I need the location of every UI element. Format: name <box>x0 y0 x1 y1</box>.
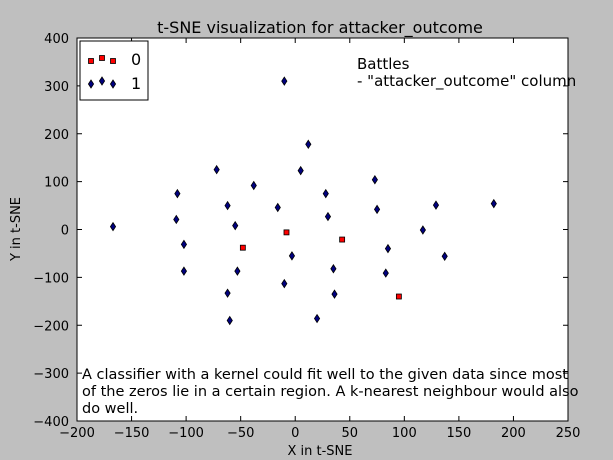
data-point-class-0 <box>395 293 402 300</box>
legend-label-series-0: 0 <box>131 50 141 69</box>
x-tick-label: 100 <box>392 426 417 441</box>
data-point-class-1 <box>234 266 241 276</box>
y-axis-ticks: −400 −300 −200 −100 0 100 200 300 400 <box>33 32 568 430</box>
legend-box <box>79 40 149 101</box>
data-point-class-1 <box>382 268 389 278</box>
data-point-class-0 <box>239 244 246 251</box>
data-point-class-1 <box>441 251 448 262</box>
x-tick-label: −200 <box>59 426 95 441</box>
data-point-class-1 <box>324 211 332 222</box>
data-point-class-1 <box>313 313 321 324</box>
data-point-class-1 <box>373 204 381 215</box>
data-point-class-1 <box>274 202 281 213</box>
data-point-class-1 <box>173 214 180 225</box>
data-point-class-1 <box>490 198 497 209</box>
data-point-class-1 <box>281 278 288 289</box>
data-point-class-0 <box>339 236 346 243</box>
data-point-class-1 <box>330 264 337 274</box>
data-point-class-1 <box>288 251 296 261</box>
data-point-class-1 <box>232 220 239 231</box>
data-point-class-1 <box>322 188 329 199</box>
x-tick-label: 0 <box>291 426 299 441</box>
data-point-class-1 <box>224 288 231 298</box>
y-tick-label: −400 <box>33 415 69 430</box>
data-point-class-1 <box>213 164 220 175</box>
data-point-class-1 <box>226 315 233 326</box>
note-line-1: A classifier with a kernel could fit wel… <box>82 367 568 383</box>
x-tick-label: −100 <box>168 426 204 441</box>
x-axis-label: X in t-SNE <box>288 444 353 459</box>
data-point-class-1 <box>174 188 181 199</box>
y-tick-label: −200 <box>33 319 69 334</box>
legend-marker-point <box>87 79 95 89</box>
data-point-class-1 <box>371 174 378 185</box>
legend-marker-series-1 <box>87 76 117 89</box>
data-point-class-1 <box>180 239 188 250</box>
data-point-class-1 <box>224 200 231 211</box>
data-point-class-0 <box>283 229 290 236</box>
plot-area <box>76 37 569 422</box>
y-tick-label: 100 <box>44 176 69 191</box>
x-tick-label: 150 <box>446 426 471 441</box>
legend-marker-point <box>99 55 105 61</box>
data-point-class-1 <box>281 76 288 86</box>
battles-annotation-line2: - "attacker_outcome" column <box>357 72 576 91</box>
note-line-2: of the zeros lie in a certain region. A … <box>82 384 579 400</box>
chart-title: t-SNE visualization for attacker_outcome <box>157 18 483 38</box>
y-tick-label: −300 <box>33 367 69 382</box>
y-tick-label: 0 <box>61 224 69 239</box>
x-tick-label: −150 <box>114 426 150 441</box>
data-point-class-1 <box>250 180 257 191</box>
legend-label-series-1: 1 <box>131 74 141 93</box>
y-tick-label: 300 <box>44 80 69 95</box>
x-axis-ticks: −200 −150 −100 −50 0 50 100 150 200 250 <box>59 38 580 441</box>
y-tick-label: 200 <box>44 128 69 143</box>
data-point-class-1 <box>297 165 304 176</box>
y-axis-label: Y in t-SNE <box>9 197 24 262</box>
legend-marker-point <box>110 58 116 64</box>
legend-marker-point <box>98 76 106 86</box>
data-point-class-1 <box>109 221 117 232</box>
x-tick-label: 250 <box>556 426 581 441</box>
battles-annotation-line1: Battles <box>357 55 410 73</box>
data-point-class-1 <box>432 200 440 210</box>
x-tick-label: −50 <box>227 426 254 441</box>
data-point-class-1 <box>180 266 188 276</box>
legend-marker-point <box>88 58 94 64</box>
data-point-class-1 <box>331 289 338 299</box>
legend-marker-point <box>109 79 117 89</box>
data-points <box>109 76 497 326</box>
legend: 0 1 <box>79 40 149 101</box>
note-line-3: do well. <box>82 401 138 417</box>
y-tick-label: −100 <box>33 271 69 286</box>
data-point-class-1 <box>305 139 312 150</box>
data-point-class-1 <box>419 225 426 235</box>
x-tick-label: 50 <box>342 426 359 441</box>
legend-marker-series-0 <box>88 55 116 64</box>
data-point-class-1 <box>384 243 392 254</box>
x-tick-label: 200 <box>501 426 526 441</box>
y-tick-label: 400 <box>44 32 69 47</box>
